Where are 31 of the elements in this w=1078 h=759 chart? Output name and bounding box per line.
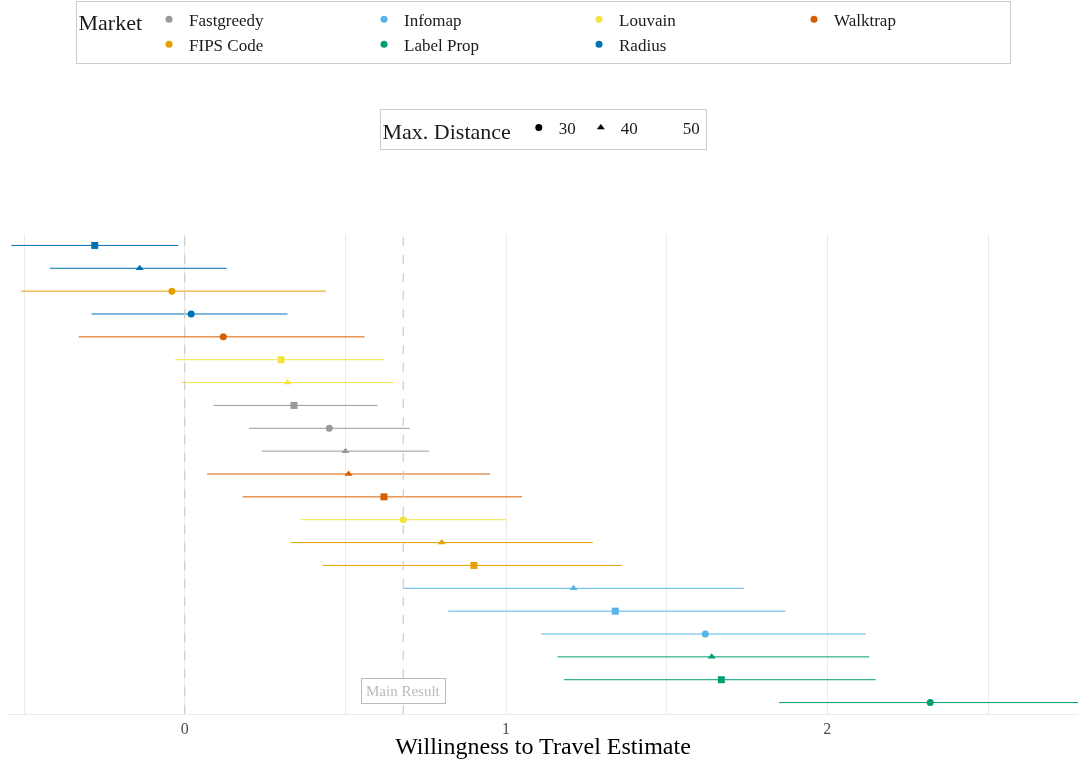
point bbox=[470, 561, 478, 569]
point bbox=[611, 607, 619, 615]
legend-title: Market bbox=[78, 10, 143, 36]
point bbox=[380, 493, 388, 501]
text: 50 bbox=[682, 119, 700, 139]
point bbox=[701, 630, 709, 638]
legend-label: Louvain bbox=[619, 10, 677, 30]
legend-label: Label Prop bbox=[404, 35, 480, 55]
point bbox=[325, 424, 333, 432]
ref-line-label: Main Result bbox=[366, 683, 441, 699]
text: 40 bbox=[620, 119, 638, 139]
text: 30 bbox=[558, 119, 576, 139]
point bbox=[168, 287, 176, 295]
point bbox=[569, 584, 578, 591]
x-tick-label: 0 bbox=[180, 720, 189, 738]
legend-label: Fastgreedy bbox=[189, 10, 265, 30]
legend-label: Walktrap bbox=[834, 10, 896, 30]
point bbox=[717, 676, 725, 684]
point bbox=[290, 401, 298, 409]
point bbox=[135, 264, 144, 271]
legend-label: Radius bbox=[619, 35, 667, 55]
point bbox=[926, 699, 934, 707]
point bbox=[91, 241, 99, 249]
point bbox=[187, 310, 195, 318]
point bbox=[219, 333, 227, 341]
x-tick-label: 2 bbox=[823, 720, 832, 738]
legend-label: FIPS Code bbox=[189, 35, 264, 55]
point bbox=[399, 516, 407, 524]
point bbox=[277, 356, 285, 364]
legend-label: Infomap bbox=[404, 10, 462, 30]
text: Max. Distance bbox=[382, 118, 511, 144]
